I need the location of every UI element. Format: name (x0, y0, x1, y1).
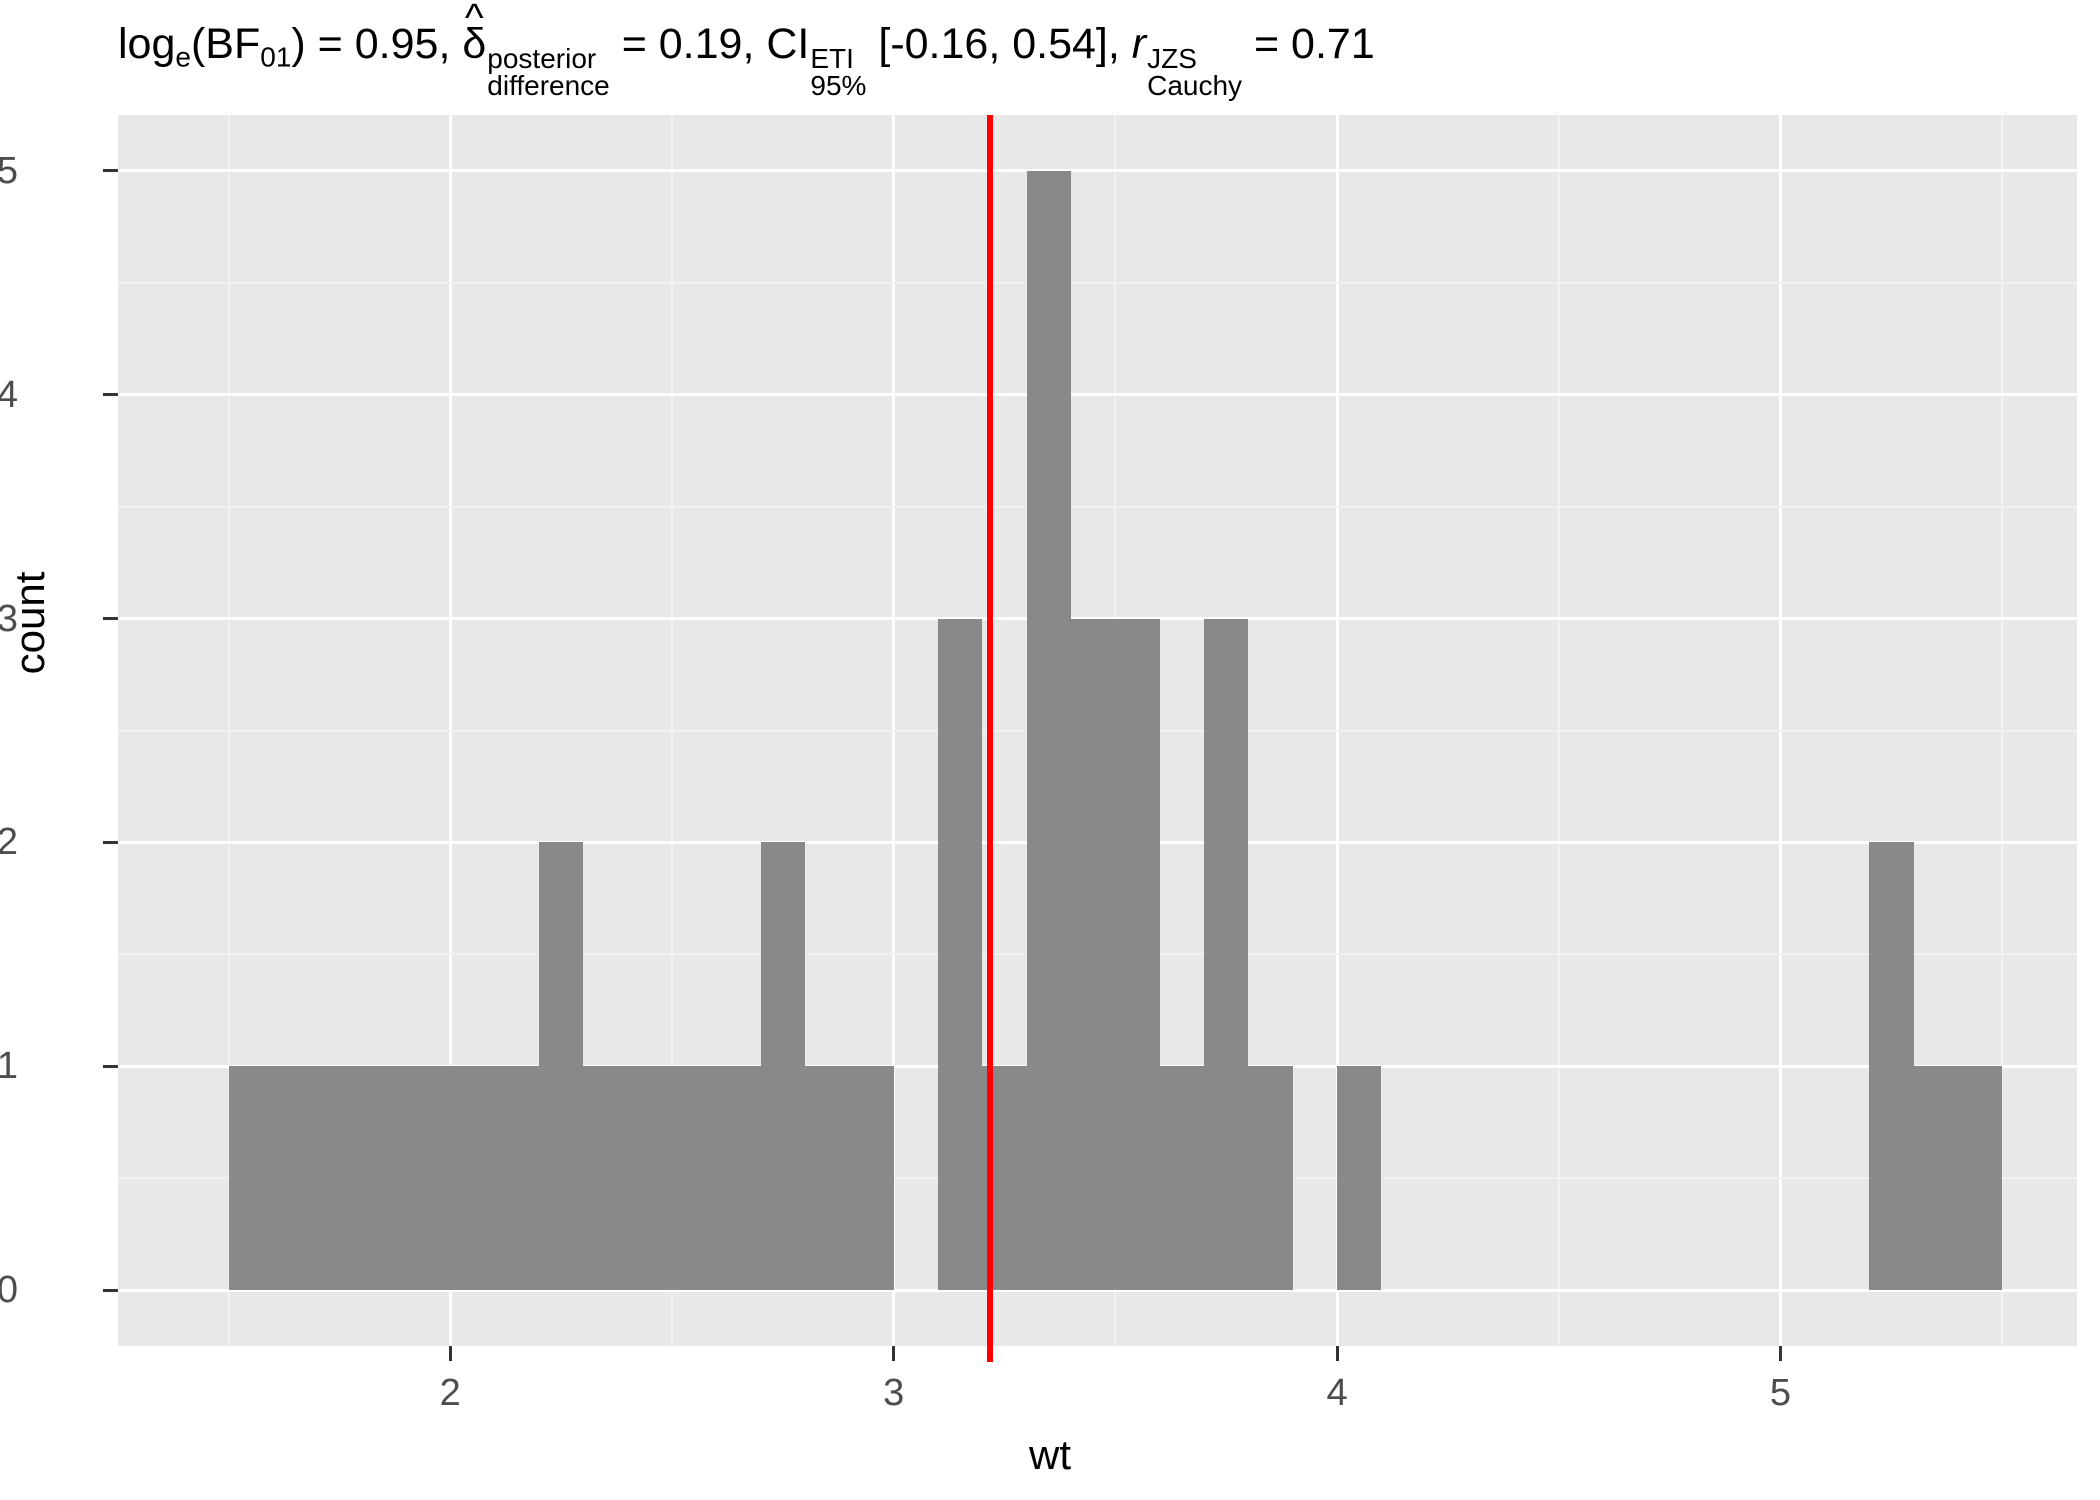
x-tick-mark (1335, 1346, 1339, 1361)
title-comma-2: , (742, 20, 767, 68)
title-bf-close: ) = (291, 20, 355, 68)
histogram-bar (583, 1066, 628, 1291)
grid-major-y (118, 169, 2077, 173)
y-tick-label: 3 (0, 597, 18, 640)
title-ci-subscript: 95% (810, 69, 867, 101)
x-tick-label: 3 (883, 1372, 905, 1414)
histogram-bar (1869, 842, 1914, 1291)
x-tick-label: 5 (1769, 1372, 1792, 1414)
title-bf-subscript: 01 (260, 41, 292, 73)
x-tick-mark (448, 1346, 452, 1361)
title-ci-supsub: ETI 95% (810, 43, 867, 101)
histogram-bar (494, 1066, 539, 1291)
grid-minor-y (118, 505, 2077, 508)
title-delta-hat: ^ (464, 0, 484, 40)
y-tick-label: 0 (0, 1269, 18, 1312)
histogram-bar (405, 1066, 451, 1291)
y-tick-label: 5 (0, 149, 18, 192)
histogram-bar (760, 842, 805, 1291)
title-log-subscript: e (175, 41, 191, 73)
x-tick-label: 4 (1326, 1372, 1348, 1414)
grid-major-y (118, 393, 2077, 397)
x-tick-label: 2 (439, 1372, 461, 1414)
title-r-value: 0.71 (1291, 20, 1375, 68)
y-axis-title: count (6, 571, 53, 675)
plot-title: loge(BF01) = 0.95, ^ δ posterior difference… (118, 0, 2078, 101)
histogram-bar (272, 1066, 318, 1291)
y-tick-mark (103, 393, 118, 397)
histogram-bar (849, 1066, 894, 1291)
histogram-bar (228, 1066, 273, 1291)
title-ci-value: [-0.16, 0.54] (866, 20, 1108, 68)
histogram-bar (716, 1066, 761, 1291)
title-delta-glyph: δ (462, 20, 487, 68)
histogram-bar (361, 1066, 406, 1291)
histogram-bar (1115, 618, 1160, 1291)
y-tick-label: 4 (0, 373, 18, 416)
x-tick-mark (1778, 1346, 1782, 1361)
histogram-bar (317, 1066, 362, 1291)
histogram-bar (538, 842, 584, 1291)
histogram-bar (1204, 618, 1249, 1291)
y-tick-label: 1 (0, 1045, 18, 1088)
x-tick-mark (892, 1346, 896, 1361)
histogram-bar (1248, 1066, 1293, 1291)
histogram-bar (671, 1066, 717, 1291)
histogram-bar (1159, 1066, 1205, 1291)
title-delta-supsub: posterior difference (487, 43, 610, 101)
title-r-glyph: r (1131, 20, 1147, 68)
title-delta-hatbox: ^ δ (462, 0, 487, 70)
histogram-bar (1337, 1066, 1382, 1291)
histogram-bar (450, 1066, 495, 1291)
title-log: log (118, 20, 176, 68)
histogram-bar (627, 1066, 672, 1291)
title-eq-2: = (609, 20, 659, 68)
grid-major-y (118, 1288, 2077, 1292)
y-tick-mark (103, 840, 118, 844)
grid-minor-y (118, 281, 2077, 284)
title-delta-subscript: difference (487, 69, 610, 101)
y-tick-mark (103, 1064, 118, 1068)
title-r-subscript: Cauchy (1147, 69, 1243, 101)
y-tick-label: 2 (0, 821, 18, 864)
histogram-bar (1957, 1066, 2003, 1291)
histogram-bar (1071, 618, 1116, 1291)
plot-panel (118, 115, 2077, 1362)
title-comma-3: , (1107, 20, 1132, 68)
title-r-supsub: JZS Cauchy (1147, 43, 1243, 101)
histogram-bar (938, 618, 983, 1291)
histogram-bar (1913, 1066, 1958, 1291)
x-axis-title: wt (1029, 1431, 1071, 1478)
title-ci-superscript: ETI (810, 43, 854, 75)
histogram-bar (804, 1066, 850, 1291)
y-tick-mark (103, 617, 118, 621)
title-r-superscript: JZS (1147, 43, 1197, 75)
title-bf-open: (BF (190, 20, 261, 68)
title-delta-value: 0.19 (658, 20, 743, 68)
title-ci-glyph: CI (766, 20, 810, 68)
histogram-bar (1026, 170, 1071, 1291)
title-comma-1: , (438, 20, 463, 68)
y-tick-mark (103, 1288, 118, 1292)
y-tick-mark (103, 169, 118, 173)
title-delta-superscript: posterior (487, 43, 597, 75)
mean-reference-line (986, 115, 993, 1362)
title-eq-3: = (1242, 20, 1292, 68)
title-bf-value: 0.95 (354, 20, 439, 68)
